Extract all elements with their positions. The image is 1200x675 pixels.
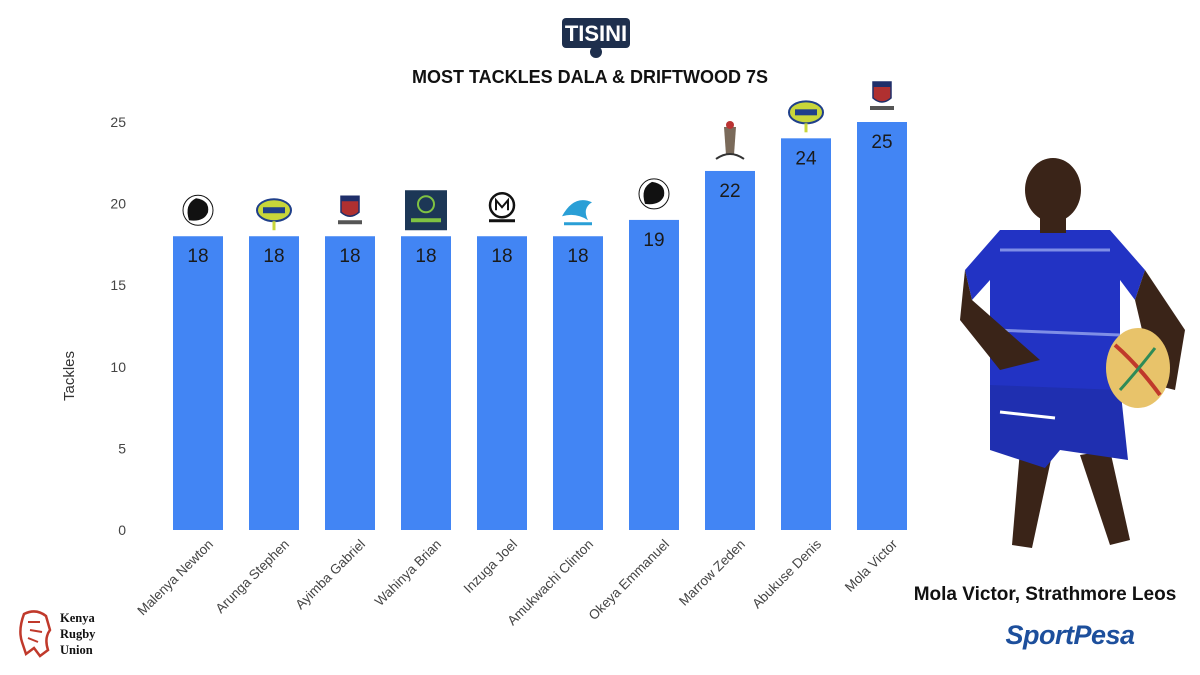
x-tick-label: Marrow Zeden: [676, 537, 748, 609]
y-tick-label: 25: [110, 114, 126, 130]
team-logos: [182, 81, 894, 231]
y-tick-label: 15: [110, 277, 126, 293]
mwamba-rugby-logo-icon: [488, 191, 516, 223]
x-tick-label: Ayimba Gabriel: [292, 537, 368, 613]
y-axis: 0 5 10 15 20 25: [110, 114, 126, 538]
bar-value-label: 25: [871, 132, 892, 153]
y-tick-label: 20: [110, 196, 126, 212]
y-tick-label: 5: [118, 440, 126, 456]
team-logo-icon: [638, 178, 670, 210]
sportpesa-logo: SportPesa: [1005, 620, 1135, 650]
bar-value-label: 18: [263, 246, 284, 267]
union-name-line-2: Rugby: [60, 627, 96, 641]
y-tick-label: 10: [110, 359, 126, 375]
strathmore-logo-icon: [870, 81, 894, 110]
bar-value-label: 24: [795, 148, 817, 169]
kenya-rugby-union-logo: Kenya Rugby Union: [16, 608, 136, 660]
tisini-logo: TISINI: [562, 18, 630, 58]
bar-value-label: 18: [491, 246, 512, 267]
bar: [553, 236, 603, 531]
bar-value-label: 18: [415, 246, 436, 267]
bar: [629, 219, 679, 531]
bar: [173, 236, 223, 531]
bar-value-label: 18: [567, 246, 588, 267]
harlequins-logo-icon: [715, 120, 745, 160]
falcons-logo-icon: [562, 200, 592, 226]
player-photo: [960, 158, 1185, 548]
tisini-logo-text: TISINI: [565, 21, 627, 46]
bar: [325, 236, 375, 531]
kcb-rugby-club-logo-icon: [405, 190, 447, 231]
x-tick-label: Inzuga Joel: [461, 537, 520, 596]
lion-crest-icon: [19, 610, 52, 658]
x-tick-label: Amukwachi Clinton: [504, 537, 596, 629]
y-axis-label: Tackles: [61, 351, 78, 401]
oilers-logo-icon: [256, 198, 292, 231]
team-logo-icon: [182, 194, 214, 226]
bar-value-label: 22: [719, 181, 740, 202]
bar-value-label: 18: [187, 246, 208, 267]
x-tick-label: Arunga Stephen: [213, 537, 293, 617]
player-caption: Mola Victor, Strathmore Leos: [913, 584, 1177, 605]
bars: 18 18 18 18 18 18 19 22 24 25: [173, 122, 907, 531]
bar-value-label: 18: [339, 246, 360, 267]
bar: [781, 138, 831, 530]
strathmore-logo-icon: [338, 195, 362, 225]
bar-value-label: 19: [643, 230, 664, 251]
union-name-line-1: Kenya: [60, 611, 95, 625]
x-tick-label: Okeya Emmanuel: [586, 537, 672, 623]
union-name-line-3: Union: [60, 643, 93, 657]
bar: [401, 236, 451, 531]
x-tick-label: Abukuse Denis: [749, 536, 824, 611]
bar: [477, 236, 527, 531]
bar: [857, 122, 907, 530]
chart-title: MOST TACKLES DALA & DRIFTWOOD 7S: [412, 67, 768, 87]
bar: [249, 236, 299, 531]
bar: [705, 170, 755, 530]
oilers-logo-icon: [788, 100, 824, 133]
x-tick-label: Malenya Newton: [134, 537, 216, 619]
x-tick-label: Wahinya Brian: [372, 537, 444, 609]
y-tick-label: 0: [118, 522, 126, 538]
